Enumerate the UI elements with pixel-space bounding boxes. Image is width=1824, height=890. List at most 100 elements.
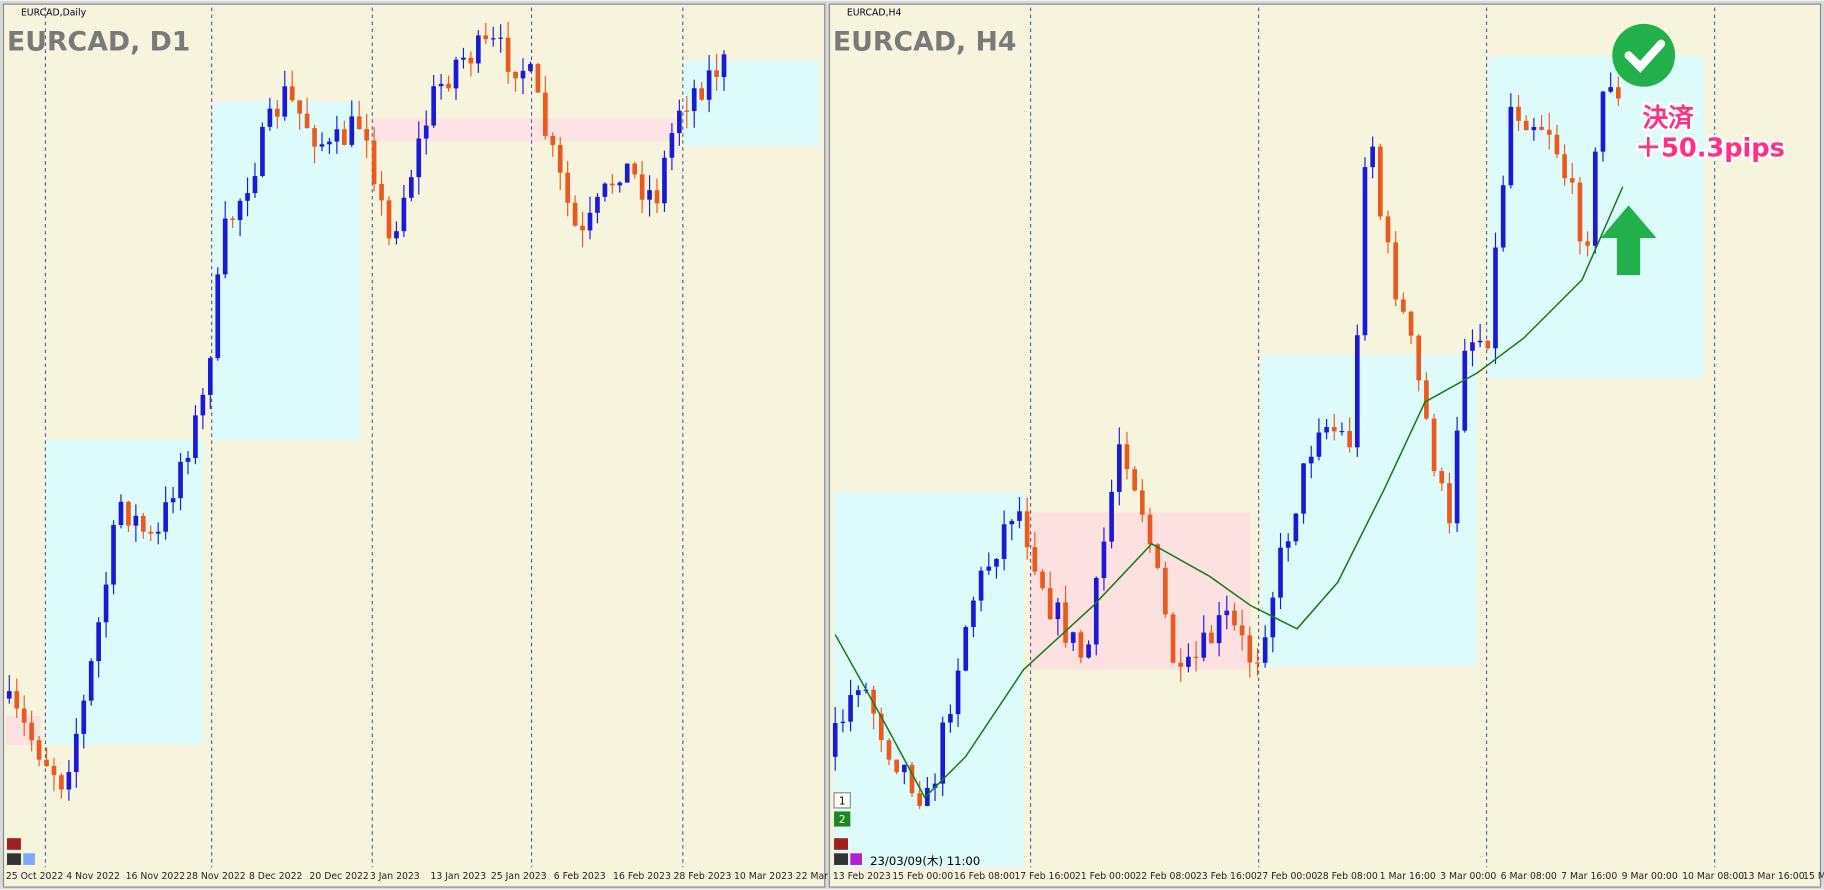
- candle-body: [200, 394, 206, 416]
- candle-body: [267, 108, 273, 127]
- candle-body: [1577, 182, 1583, 242]
- time-label: 1 Mar 16:00: [1380, 871, 1436, 882]
- candle-body: [535, 64, 541, 93]
- candle-body: [423, 125, 429, 139]
- candle-body: [955, 670, 961, 715]
- candle-body: [1109, 491, 1114, 542]
- candle-body: [572, 202, 578, 226]
- button[interactable]: [6, 838, 21, 850]
- candle-body: [431, 86, 436, 126]
- candle-body: [520, 70, 526, 79]
- button[interactable]: [834, 811, 851, 827]
- time-label: 21 Feb 00:00: [1075, 871, 1136, 882]
- candle-body: [1132, 469, 1137, 491]
- candle-body: [476, 35, 481, 64]
- candle-body: [36, 740, 42, 760]
- candle-body: [610, 183, 615, 186]
- candle-body: [1063, 602, 1068, 643]
- check-icon: [1612, 23, 1676, 87]
- candle-body: [1216, 615, 1222, 644]
- candle-body: [1378, 146, 1383, 217]
- candle-body: [1086, 644, 1091, 658]
- candle-body: [1017, 511, 1022, 521]
- candle-body: [81, 700, 87, 734]
- candle-body: [349, 116, 355, 145]
- button[interactable]: [850, 853, 862, 865]
- candle-body: [155, 531, 161, 534]
- time-label: 9 Mar 00:00: [1622, 871, 1678, 882]
- candle-body: [386, 200, 392, 239]
- time-label: 10 Mar 08:00: [1682, 871, 1744, 882]
- candle-body: [1262, 637, 1268, 663]
- candle-body: [1424, 380, 1429, 419]
- zone: [684, 61, 821, 147]
- candle-body: [832, 723, 838, 757]
- candle-body: [1093, 577, 1099, 645]
- candle-body: [193, 415, 198, 459]
- candle-body: [170, 498, 176, 503]
- time-label: 17 Feb 16:00: [1014, 871, 1075, 882]
- candle-body: [1308, 456, 1314, 464]
- candle-body: [1232, 610, 1237, 626]
- candle-body: [1163, 567, 1168, 615]
- candle-body: [639, 174, 645, 200]
- candle-body: [297, 100, 302, 114]
- candle-body: [6, 691, 12, 699]
- candle-body: [1201, 632, 1207, 658]
- moving-average: [834, 186, 1624, 799]
- candle-body: [1585, 241, 1590, 246]
- candle-body: [855, 690, 861, 696]
- candle-body: [133, 515, 139, 526]
- candle-body: [21, 708, 27, 723]
- candle-body: [1193, 656, 1199, 658]
- candle-body: [126, 501, 131, 526]
- window-title: EURCAD,H4: [847, 8, 902, 19]
- button[interactable]: [23, 853, 35, 865]
- button[interactable]: [834, 853, 849, 865]
- candle-body: [468, 57, 474, 64]
- zone: [834, 492, 1024, 868]
- time-label: 16 Feb 2023: [613, 871, 671, 882]
- candle-body: [1040, 571, 1045, 589]
- candle-body: [237, 200, 243, 221]
- candle-body: [96, 622, 101, 662]
- time-label: 8 Dec 2022: [249, 871, 302, 882]
- time-label: 13 Feb 2023: [833, 871, 891, 882]
- candle-body: [1592, 151, 1598, 246]
- button[interactable]: [833, 792, 851, 809]
- candle-body: [917, 793, 923, 806]
- candle-body: [14, 691, 20, 709]
- candle-body: [51, 765, 57, 776]
- candle-body: [1462, 350, 1468, 431]
- chart-window-d1: EURCAD,Daily EURCAD, D1 25 Oct 2022 4 Nov…: [2, 3, 828, 888]
- candle-body: [1493, 247, 1498, 349]
- candle-body: [986, 566, 992, 571]
- button-label[interactable]: 2: [839, 814, 846, 826]
- candle-body: [215, 274, 221, 359]
- candle-body: [580, 225, 585, 231]
- candle-body: [878, 713, 884, 741]
- candle-body: [1546, 129, 1552, 135]
- candle-body: [1562, 154, 1567, 179]
- symbol-title: EURCAD, H4: [833, 27, 1017, 58]
- candle-body: [654, 190, 660, 204]
- candle-body: [394, 231, 399, 239]
- candle-body: [684, 110, 690, 112]
- candle-body: [1116, 444, 1122, 492]
- button-label[interactable]: 1: [839, 795, 846, 807]
- candle-body: [714, 70, 719, 77]
- candle-body: [1278, 547, 1283, 598]
- zone: [212, 101, 361, 441]
- symbol-title: EURCAD, D1: [7, 27, 190, 58]
- candle-body: [446, 83, 451, 89]
- candle-body: [1385, 216, 1391, 243]
- candle-body: [550, 135, 556, 146]
- candle-body: [677, 110, 682, 134]
- candle-body: [505, 37, 511, 72]
- button[interactable]: [6, 853, 21, 865]
- candle-body: [1516, 106, 1521, 121]
- candle-body: [948, 714, 953, 723]
- button[interactable]: [834, 838, 849, 850]
- candle-body: [289, 86, 295, 101]
- timestamp: 23/03/09(木) 11:00: [870, 854, 980, 868]
